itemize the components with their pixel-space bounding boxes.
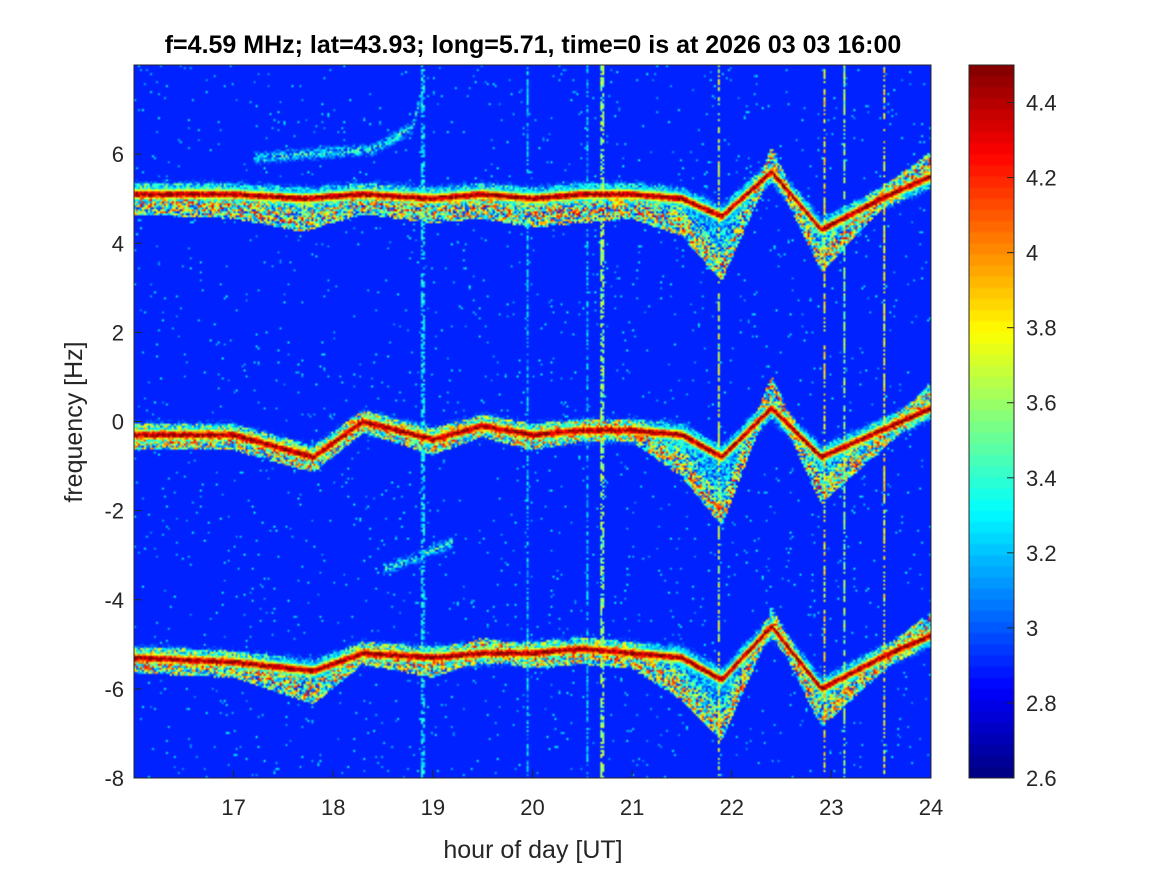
y-tick-label: 4 bbox=[112, 231, 124, 256]
colorbar-tick-label: 2.6 bbox=[1026, 766, 1057, 791]
colorbar-tick-label: 2.8 bbox=[1026, 691, 1057, 716]
colorbar-tick-label: 3.2 bbox=[1026, 541, 1057, 566]
y-axis-label: frequency [Hz] bbox=[60, 341, 88, 502]
plot-area bbox=[133, 64, 932, 779]
x-tick-label: 17 bbox=[221, 795, 245, 820]
x-tick-label: 21 bbox=[620, 795, 644, 820]
y-tick-label: -4 bbox=[104, 588, 124, 613]
colorbar-tick-label: 3.8 bbox=[1026, 316, 1057, 341]
spectrogram-heatmap bbox=[134, 65, 931, 778]
chart-title: f=4.59 MHz; lat=43.93; long=5.71, time=0… bbox=[165, 31, 902, 59]
colorbar-tick-label: 3 bbox=[1026, 616, 1038, 641]
colorbar-frame bbox=[968, 64, 1015, 779]
y-tick-label: 0 bbox=[112, 410, 124, 435]
x-tick-label: 23 bbox=[819, 795, 843, 820]
colorbar-gradient bbox=[969, 65, 1014, 778]
colorbar-tick-label: 4.4 bbox=[1026, 91, 1057, 116]
colorbar-tick-label: 3.6 bbox=[1026, 391, 1057, 416]
y-tick-label: 2 bbox=[112, 320, 124, 345]
y-axis: -8 -6 -4 -2 0 2 4 6 bbox=[104, 142, 142, 791]
colorbar-tick-label: 4 bbox=[1026, 241, 1038, 266]
x-tick-label: 22 bbox=[720, 795, 744, 820]
colorbar-tick-label: 4.2 bbox=[1026, 166, 1057, 191]
x-tick-label: 18 bbox=[321, 795, 345, 820]
y-tick-label: -8 bbox=[104, 766, 124, 791]
y-tick-label: -2 bbox=[104, 499, 124, 524]
x-tick-label: 20 bbox=[520, 795, 544, 820]
colorbar-ticks: 2.6 2.8 3 3.2 3.4 3.6 3.8 4 4.2 4.4 bbox=[1007, 91, 1057, 791]
x-tick-label: 24 bbox=[919, 795, 943, 820]
colorbar: 2.6 2.8 3 3.2 3.4 3.6 3.8 4 4.2 4.4 bbox=[968, 64, 1057, 791]
x-tick-label: 19 bbox=[421, 795, 445, 820]
x-axis: 17 18 19 20 21 22 23 24 bbox=[221, 770, 943, 820]
y-tick-label: 6 bbox=[112, 142, 124, 167]
y-tick-label: -6 bbox=[104, 677, 124, 702]
colorbar-tick-label: 3.4 bbox=[1026, 466, 1057, 491]
x-axis-label: hour of day [UT] bbox=[443, 836, 622, 864]
